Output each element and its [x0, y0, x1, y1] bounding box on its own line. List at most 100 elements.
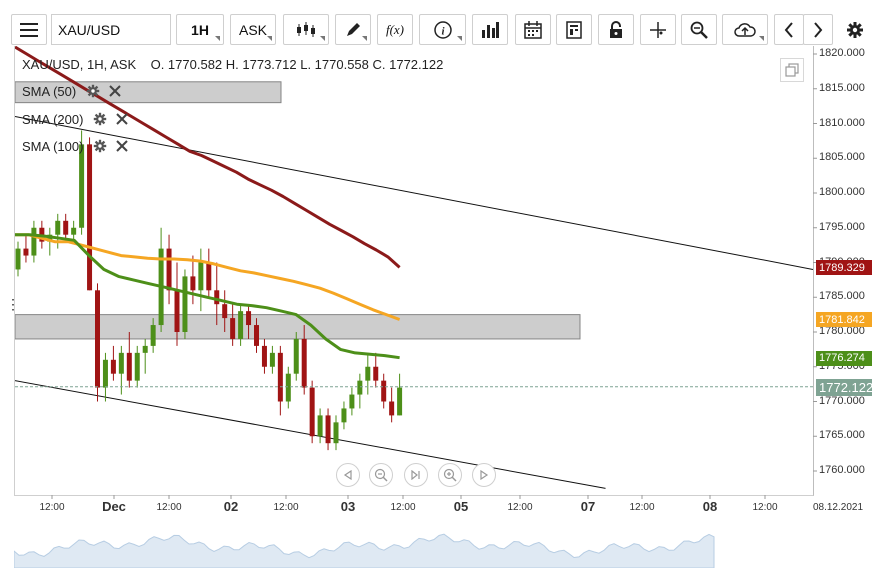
candle-body: [222, 304, 228, 319]
gear-icon[interactable]: [91, 137, 109, 155]
x-tick-label: Dec: [102, 499, 126, 514]
lock-button[interactable]: [598, 14, 634, 45]
chevron-left-icon: [784, 21, 793, 38]
y-tick-label: 1810.000: [819, 116, 865, 129]
candle-body: [230, 318, 236, 339]
navigator-series: [14, 533, 715, 568]
candle-body: [373, 366, 379, 381]
legend-sma200[interactable]: SMA (200): [22, 109, 135, 129]
settings-button[interactable]: [839, 14, 871, 45]
candlestick-icon: [297, 21, 315, 37]
maximize-button[interactable]: [780, 58, 804, 82]
chart-type-button[interactable]: [283, 14, 329, 45]
navigator-overview[interactable]: [14, 518, 874, 568]
x-tick-label: 12:00: [507, 502, 533, 513]
close-icon[interactable]: [113, 137, 131, 155]
pencil-icon: [347, 22, 360, 36]
trend-line: [15, 116, 813, 270]
y-tick-label: 1765.000: [819, 429, 865, 442]
reset-view-button[interactable]: [404, 463, 428, 487]
zoom-out-icon: [374, 468, 388, 482]
x-tick-label: 12:00: [629, 502, 655, 513]
timeframe-button[interactable]: 1H: [176, 14, 224, 45]
info-button[interactable]: i: [419, 14, 466, 45]
x-tick-label: 05: [453, 499, 469, 514]
scroll-forward-button[interactable]: [472, 463, 496, 487]
legend-sma100[interactable]: SMA (100): [22, 136, 135, 156]
candle-body: [102, 359, 108, 388]
x-tick-label: 12:00: [39, 502, 65, 513]
calendar-button[interactable]: [515, 14, 551, 45]
template-icon: [566, 20, 582, 39]
candle-body: [71, 227, 77, 235]
candle-body: [63, 220, 69, 235]
triangle-left-icon: [343, 470, 352, 480]
candle-body: [214, 290, 220, 305]
candle-body: [325, 415, 331, 444]
sr-zone: [15, 314, 581, 340]
symbol-input[interactable]: [51, 14, 171, 45]
close-icon[interactable]: [113, 110, 131, 128]
candle-body: [389, 401, 395, 416]
cloud-button[interactable]: [722, 14, 768, 45]
template-button[interactable]: [556, 14, 592, 45]
price-tag: 1772.122: [816, 378, 873, 396]
hamburger-icon: [20, 22, 38, 37]
candle-body: [269, 352, 275, 367]
candle-body: [198, 262, 204, 291]
y-tick-label: 1785.000: [819, 290, 865, 303]
candle-body: [174, 290, 180, 332]
price-type-button[interactable]: ASK: [230, 14, 276, 45]
legend-sma50[interactable]: SMA (50): [22, 81, 128, 101]
price-tag: 1789.329: [816, 260, 872, 276]
candle-body: [55, 220, 61, 235]
scroll-right-button[interactable]: [803, 14, 833, 45]
candle-body: [15, 248, 21, 270]
gear-icon[interactable]: [84, 82, 102, 100]
crosshair-icon: [650, 21, 666, 38]
y-tick-label: 1820.000: [819, 47, 865, 59]
menu-button[interactable]: [11, 14, 47, 45]
crosshair-button[interactable]: [640, 14, 676, 45]
candle-body: [397, 387, 403, 416]
x-tick-label: 12:00: [390, 502, 416, 513]
candle-body: [277, 352, 283, 402]
lock-icon: [610, 20, 622, 38]
gear-icon[interactable]: [91, 110, 109, 128]
function-button[interactable]: f(x): [377, 14, 413, 45]
candle-body: [349, 394, 355, 409]
function-label: f(x): [385, 21, 405, 37]
maximize-icon: [785, 63, 799, 77]
timeframe-label: 1H: [191, 21, 209, 38]
candle-body: [190, 276, 196, 291]
candle-body: [142, 345, 148, 353]
candle-body: [246, 311, 252, 326]
resize-handle[interactable]: ⋮: [6, 296, 20, 312]
candle-body: [87, 144, 93, 291]
candle-body: [293, 338, 299, 374]
candle-body: [206, 262, 212, 291]
close-icon[interactable]: [106, 82, 124, 100]
x-tick-label: 03: [340, 499, 356, 514]
x-tick-label: 08.12.2021: [812, 502, 864, 513]
cloud-upload-icon: [734, 22, 756, 37]
gear-icon: [847, 21, 863, 38]
x-tick-label: 12:00: [156, 502, 182, 513]
y-tick-label: 1780.000: [819, 325, 865, 337]
candle-body: [118, 352, 124, 374]
candle-body: [309, 387, 315, 437]
candle-body: [261, 345, 267, 367]
candle-body: [238, 311, 244, 339]
zoom-in-button[interactable]: [438, 463, 462, 487]
volume-button[interactable]: [472, 14, 508, 45]
zoom-button[interactable]: [681, 14, 717, 45]
chart-area[interactable]: [14, 46, 814, 496]
scroll-back-button[interactable]: [336, 463, 360, 487]
price-tag: 1781.842: [816, 312, 872, 328]
ohlc-readout: XAU/USD, 1H, ASK O. 1770.582 H. 1773.712…: [22, 57, 444, 72]
candle-body: [23, 248, 29, 256]
draw-button[interactable]: [335, 14, 371, 45]
x-tick-label: 02: [223, 499, 239, 514]
zoom-out-button[interactable]: [369, 463, 393, 487]
y-tick-label: 1805.000: [819, 151, 865, 164]
